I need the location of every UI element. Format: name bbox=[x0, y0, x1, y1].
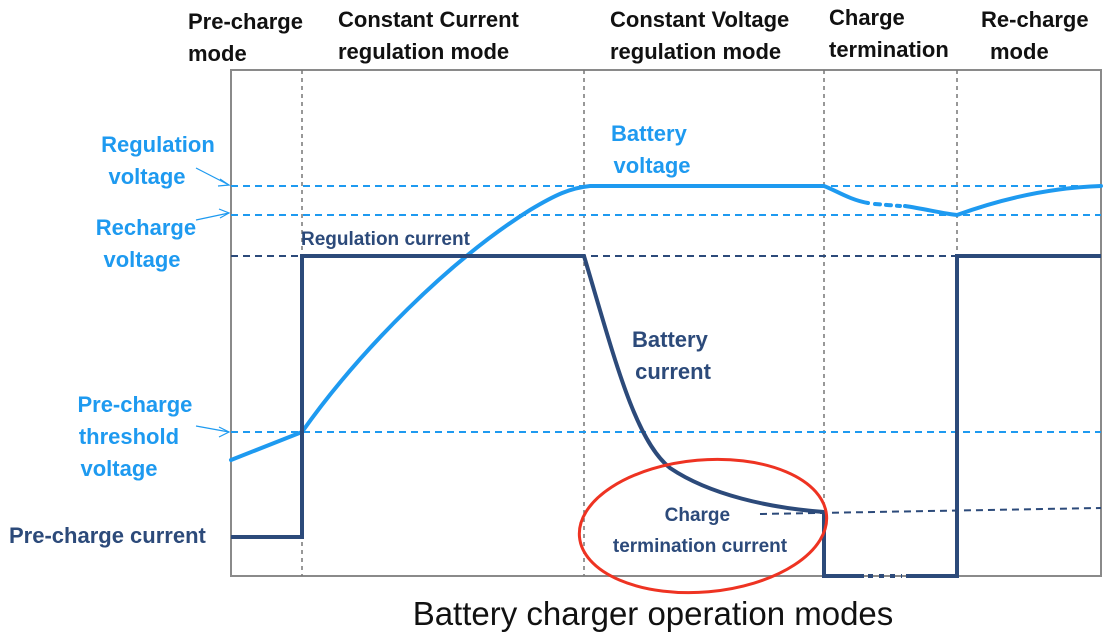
label-charge-termination-current: Charge termination current bbox=[613, 505, 788, 557]
mode-label-recharge: Re-charge mode bbox=[981, 7, 1095, 64]
voltage-level-labels: Regulation voltage Recharge voltage Pre-… bbox=[77, 132, 221, 481]
mode-labels: Pre-charge mode Constant Current regulat… bbox=[188, 5, 1095, 66]
recharge-voltage-arrowhead bbox=[218, 208, 231, 219]
termination-marker-ellipse bbox=[577, 457, 829, 595]
battery-voltage-curve bbox=[229, 184, 1103, 462]
label-precharge-threshold-voltage: Pre-charge threshold voltage bbox=[77, 392, 198, 481]
regulation-voltage-arrowhead bbox=[217, 178, 231, 187]
voltage-segment-main bbox=[229, 184, 870, 462]
precharge-threshold-arrowhead bbox=[218, 426, 231, 438]
label-precharge-current: Pre-charge current bbox=[9, 523, 207, 548]
current-reference-lines bbox=[231, 255, 1102, 515]
voltage-segment-dotted bbox=[873, 202, 902, 208]
diagram-title: Battery charger operation modes bbox=[413, 595, 894, 632]
precharge-threshold-arrow bbox=[195, 425, 230, 433]
recharge-voltage-arrow bbox=[195, 212, 230, 221]
regulation-voltage-arrow bbox=[195, 167, 230, 186]
battery-current-curve bbox=[231, 254, 1101, 578]
voltage-segment-recharge bbox=[903, 184, 1103, 218]
mode-label-precharge: Pre-charge mode bbox=[188, 9, 309, 66]
leader-arrows bbox=[195, 167, 231, 438]
termination-current-line bbox=[759, 507, 1102, 515]
mode-label-cc: Constant Current regulation mode bbox=[338, 7, 525, 64]
current-segment-recharge bbox=[906, 254, 1101, 578]
label-regulation-current: Regulation current bbox=[301, 229, 471, 250]
voltage-reference-lines bbox=[231, 185, 1101, 433]
plot-frame bbox=[230, 69, 1102, 577]
label-regulation-voltage: Regulation voltage bbox=[101, 132, 221, 189]
label-recharge-voltage: Recharge voltage bbox=[96, 215, 202, 272]
mode-label-termination: Charge termination bbox=[829, 5, 949, 62]
mode-label-cv: Constant Voltage regulation mode bbox=[610, 7, 795, 64]
label-battery-voltage: Battery voltage bbox=[611, 121, 693, 178]
label-battery-current: Battery current bbox=[632, 327, 714, 384]
current-segment-main bbox=[231, 254, 864, 578]
